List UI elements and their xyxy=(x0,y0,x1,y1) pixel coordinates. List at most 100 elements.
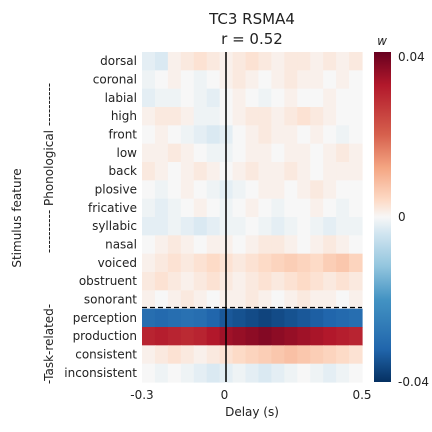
heatmap-cell xyxy=(284,290,298,310)
heatmap-cell xyxy=(232,143,247,163)
heatmap-cell xyxy=(232,70,247,90)
heatmap-cell xyxy=(206,107,221,126)
heatmap-cell xyxy=(284,52,298,71)
heatmap-cell xyxy=(310,235,324,255)
heatmap-cell xyxy=(258,345,273,365)
heatmap-cell xyxy=(245,290,260,310)
heatmap-cell xyxy=(284,107,298,126)
heatmap-cell xyxy=(297,363,311,383)
heatmap-cell xyxy=(206,143,221,163)
row-label: back xyxy=(108,164,137,178)
heatmap-cell xyxy=(336,363,350,383)
heatmap-cell xyxy=(193,345,208,365)
row-label: inconsistent xyxy=(64,366,137,380)
heatmap-cell xyxy=(180,327,195,346)
heatmap-cell xyxy=(284,198,298,218)
heatmap-cell xyxy=(142,180,156,200)
heatmap-cell xyxy=(167,217,182,236)
heatmap-cell xyxy=(323,107,337,126)
heatmap-cell xyxy=(193,198,208,218)
heatmap-cell xyxy=(284,253,298,273)
heatmap-cell xyxy=(323,162,337,181)
heatmap-cell xyxy=(349,327,363,346)
heatmap-cell xyxy=(154,272,169,291)
heatmap-cell xyxy=(258,52,273,71)
row-label: labial xyxy=(105,91,137,105)
heatmap-cell xyxy=(193,363,208,383)
x-tick-label: 0.5 xyxy=(352,388,371,402)
heatmap-cell xyxy=(284,217,298,236)
heatmap-cell xyxy=(323,363,337,383)
row-label: obstruent xyxy=(79,274,137,288)
heatmap-cell xyxy=(180,107,195,126)
heatmap-cell xyxy=(232,308,247,328)
heatmap-cell xyxy=(206,52,221,71)
heatmap-cell xyxy=(167,107,182,126)
chart-subtitle: r = 0.52 xyxy=(221,30,283,48)
heatmap-cell xyxy=(167,235,182,255)
heatmap-cell xyxy=(142,327,156,346)
heatmap-cell xyxy=(349,253,363,273)
heatmap-cell xyxy=(245,345,260,365)
heatmap-cell xyxy=(193,235,208,255)
heatmap-cell xyxy=(336,70,350,90)
heatmap-cell xyxy=(271,253,285,273)
heatmap-cell xyxy=(336,253,350,273)
heatmap-cell xyxy=(336,272,350,291)
row-label: plosive xyxy=(95,183,137,197)
row-label: consistent xyxy=(75,348,137,362)
heatmap-cell xyxy=(284,180,298,200)
heatmap-cell xyxy=(154,125,169,145)
heatmap-cell xyxy=(271,345,285,365)
heatmap-cell xyxy=(232,235,247,255)
heatmap-cell xyxy=(323,272,337,291)
heatmap-cell xyxy=(271,180,285,200)
row-label: low xyxy=(117,146,138,160)
heatmap-cell xyxy=(180,143,195,163)
heatmap-cell xyxy=(154,88,169,108)
heatmap-cell xyxy=(245,253,260,273)
heatmap-cell xyxy=(310,345,324,365)
heatmap-cell xyxy=(167,180,182,200)
heatmap-cell xyxy=(193,290,208,310)
heatmap-cell xyxy=(232,88,247,108)
heatmap-cell xyxy=(323,253,337,273)
heatmap-cell xyxy=(349,180,363,200)
row-label: coronal xyxy=(93,73,137,87)
heatmap-cell xyxy=(258,253,273,273)
heatmap-cell xyxy=(336,88,350,108)
heatmap-cell xyxy=(297,235,311,255)
heatmap-cell xyxy=(245,363,260,383)
heatmap-cell xyxy=(271,235,285,255)
heatmap-cell xyxy=(180,180,195,200)
heatmap-cell xyxy=(310,125,324,145)
heatmap-cell xyxy=(206,290,221,310)
heatmap-cell xyxy=(232,253,247,273)
group-label-phonological: ---------- Phonological ---------- xyxy=(42,83,56,253)
heatmap-cell xyxy=(180,272,195,291)
heatmap-cell xyxy=(336,107,350,126)
heatmap-cell xyxy=(154,180,169,200)
heatmap-cell xyxy=(310,88,324,108)
heatmap-cell xyxy=(167,327,182,346)
heatmap-cell xyxy=(297,290,311,310)
heatmap-cell xyxy=(245,217,260,236)
heatmap-cell xyxy=(206,253,221,273)
heatmap-cell xyxy=(142,107,156,126)
row-label: fricative xyxy=(88,201,137,215)
x-tick-labels: -0.3 0 0.5 xyxy=(130,388,371,402)
heatmap-cell xyxy=(142,162,156,181)
row-label: high xyxy=(111,109,137,123)
heatmap-cell xyxy=(336,52,350,71)
heatmap-cell xyxy=(323,290,337,310)
heatmap-cell xyxy=(232,290,247,310)
heatmap-cell xyxy=(258,235,273,255)
heatmap-cells xyxy=(142,52,363,383)
heatmap-cell xyxy=(297,180,311,200)
heatmap-cell xyxy=(206,180,221,200)
heatmap-cell xyxy=(258,217,273,236)
heatmap-cell xyxy=(180,52,195,71)
heatmap-cell xyxy=(323,327,337,346)
heatmap-cell xyxy=(206,327,221,346)
heatmap-cell xyxy=(297,107,311,126)
